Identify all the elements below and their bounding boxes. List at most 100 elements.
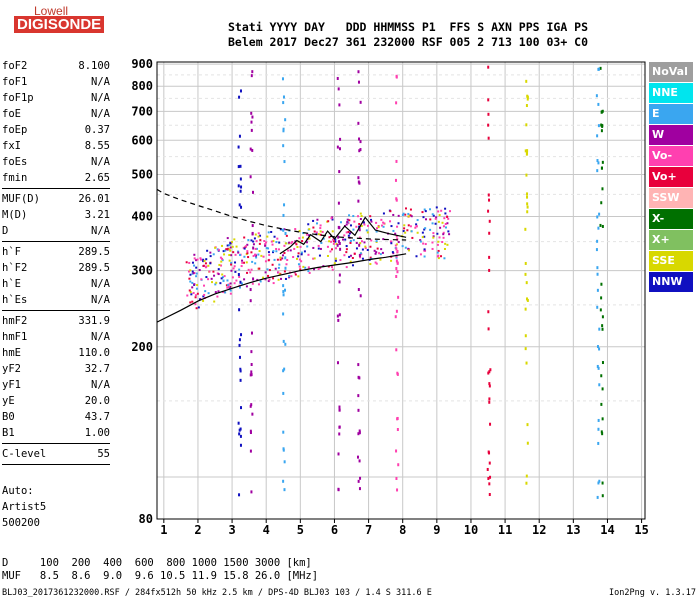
- echo-point: [598, 383, 601, 387]
- echo-point: [524, 334, 527, 338]
- echo-point: [189, 269, 192, 272]
- echo-point: [273, 235, 276, 238]
- echo-point: [336, 76, 339, 80]
- echo-point: [282, 101, 285, 105]
- echo-point: [599, 308, 602, 312]
- param-row: foF2 8.100: [2, 58, 110, 74]
- echo-point: [338, 240, 341, 244]
- param-label: yF1: [2, 379, 21, 391]
- echo-point: [251, 260, 254, 263]
- echo-point: [246, 252, 249, 255]
- echo-point: [252, 246, 255, 250]
- echo-point: [252, 190, 255, 194]
- echo-point: [213, 274, 216, 277]
- echo-point: [339, 247, 342, 251]
- echo-point: [252, 240, 255, 243]
- param-label: foF2: [2, 60, 28, 72]
- legend-item: X+: [649, 230, 693, 250]
- echo-point: [221, 276, 224, 279]
- echo-point: [488, 231, 491, 235]
- echo-point: [194, 294, 197, 297]
- echo-point: [298, 237, 301, 240]
- echo-point: [307, 270, 310, 273]
- echo-point: [432, 232, 435, 235]
- echo-point: [374, 261, 377, 264]
- echo-point: [230, 269, 233, 272]
- echo-point: [301, 236, 304, 239]
- echo-point: [283, 228, 286, 231]
- param-value: 0.37: [84, 124, 110, 136]
- echo-point: [221, 259, 224, 262]
- axis-ticks: 1 2 3 4 5 6 7 8 9 10 11 12 13 14 158020030040050060070…: [131, 57, 649, 537]
- echo-point: [245, 285, 248, 288]
- echo-point: [272, 282, 275, 285]
- echo-point: [288, 276, 291, 279]
- echo-point: [595, 248, 598, 252]
- echo-point: [277, 278, 280, 281]
- echo-point: [349, 239, 352, 242]
- echo-point: [308, 271, 311, 274]
- echo-point: [275, 241, 278, 244]
- echo-point: [190, 293, 193, 296]
- echo-point: [598, 327, 601, 331]
- echo-point: [395, 254, 398, 258]
- echo-point: [334, 240, 337, 243]
- echo-point: [601, 160, 604, 164]
- echo-point: [284, 118, 287, 122]
- echo-point: [379, 253, 382, 256]
- echo-point: [189, 291, 192, 294]
- echo-point: [267, 231, 270, 234]
- echo-point: [438, 214, 441, 217]
- echo-point: [257, 232, 260, 235]
- echo-point: [240, 282, 243, 285]
- muf-distance-table: D 100 200 400 600 800 1000 1500 3000 [km…: [2, 557, 318, 583]
- echo-point: [338, 313, 341, 317]
- echo-point: [285, 263, 288, 266]
- y-tick-label: 200: [131, 340, 153, 354]
- echo-point: [358, 487, 361, 491]
- x-tick-label: 3: [228, 523, 235, 537]
- echo-point: [207, 278, 210, 281]
- echo-point: [250, 370, 253, 374]
- echo-point: [283, 244, 286, 247]
- echo-point: [339, 259, 342, 262]
- echo-point: [395, 309, 398, 313]
- echo-point: [355, 247, 358, 250]
- echo-point: [257, 253, 260, 256]
- echo-point: [214, 283, 217, 286]
- echo-point: [194, 303, 197, 306]
- param-separator: [2, 241, 110, 242]
- param-value: N/A: [91, 92, 110, 104]
- echo-point: [283, 460, 286, 464]
- echo-point: [247, 239, 250, 242]
- echo-point: [228, 254, 231, 257]
- echo-point: [395, 235, 398, 238]
- echo-point: [267, 274, 270, 277]
- echo-point: [422, 216, 425, 219]
- echo-point: [410, 215, 413, 218]
- echo-point: [338, 405, 341, 409]
- echo-point: [526, 423, 529, 427]
- echo-point: [210, 281, 213, 284]
- echo-point: [401, 214, 404, 217]
- echo-point: [249, 404, 252, 408]
- echo-point: [221, 290, 224, 293]
- echo-point: [596, 266, 599, 270]
- param-row: hmE 110.0: [2, 345, 110, 361]
- echo-point: [424, 210, 427, 213]
- echo-point: [338, 273, 341, 277]
- echo-point: [196, 284, 199, 287]
- echo-point: [274, 267, 277, 270]
- echo-point: [358, 225, 361, 228]
- echo-point: [596, 272, 599, 276]
- echo-point: [202, 299, 205, 302]
- echo-point: [429, 208, 432, 211]
- echo-point: [396, 372, 399, 376]
- echo-point: [419, 239, 422, 242]
- echo-point: [319, 266, 322, 269]
- echo-point: [305, 241, 308, 244]
- echo-point: [226, 237, 229, 240]
- echo-point: [239, 254, 242, 257]
- echo-point: [402, 230, 405, 233]
- param-label: foF1: [2, 76, 28, 88]
